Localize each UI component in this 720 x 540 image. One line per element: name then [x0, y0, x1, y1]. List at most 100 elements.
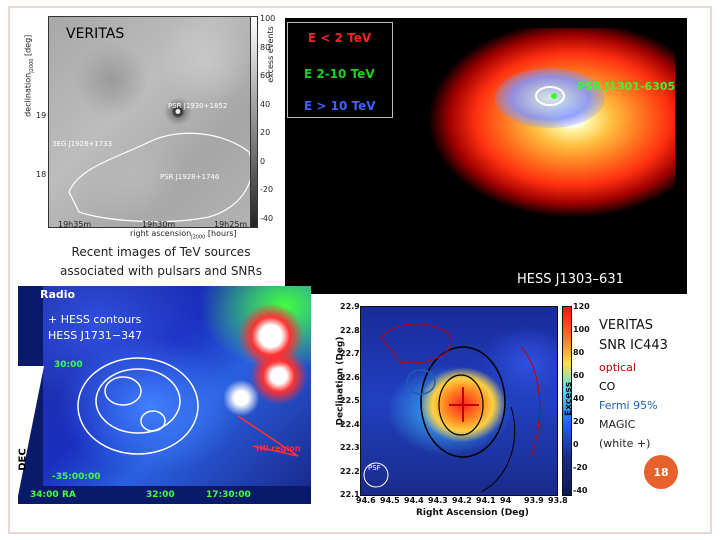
- veritas-x-tick: 19h30m: [142, 220, 176, 229]
- ic443-x-tick: 93.9: [524, 496, 544, 505]
- page-number-badge: 18: [644, 455, 678, 489]
- energy-legend-item: E < 2 TeV: [308, 31, 372, 45]
- ic443-panel: PSF 22.9 22.8 22.7 22.6 22.5 22.4 22.3 22.2 22.1…: [320, 298, 592, 520]
- hess-j1303-high-energy-blob: [495, 68, 605, 128]
- veritas-x-tick: 19h35m: [58, 220, 92, 229]
- hess-j1303-caption: HESS J1303–631: [517, 272, 624, 287]
- ic443-colorbar-label: Excess: [564, 381, 575, 417]
- ic443-y-tick: 22.2: [340, 466, 360, 476]
- slide-frame-left: [8, 6, 10, 534]
- ic443-colorbar-tick: 60: [573, 371, 585, 380]
- ic443-x-tick: 94.2: [452, 496, 472, 505]
- hess-j1303-panel: E < 2 TeV E 2-10 TeV E > 10 TeV PSR J130…: [285, 18, 687, 294]
- veritas-source-label: 3EG J1928+1733: [52, 140, 113, 148]
- pulsar-marker-icon: [535, 86, 565, 106]
- radio-y-axis-label: DEC: [18, 448, 29, 471]
- slide-caption-line: associated with pulsars and SNRs: [59, 264, 262, 278]
- ic443-colorbar: [562, 306, 572, 496]
- veritas-map-title: VERITAS: [66, 26, 125, 42]
- veritas-colorbar-tick: 0: [260, 156, 266, 166]
- hii-region-label: HII region: [256, 444, 301, 453]
- ic443-x-tick: 94.3: [428, 496, 448, 505]
- ic443-legend-item: optical: [599, 361, 636, 374]
- ic443-colorbar-tick: 40: [573, 394, 585, 403]
- ic443-legend-item: MAGIC: [599, 418, 636, 431]
- energy-legend-box: E < 2 TeV E 2-10 TeV E > 10 TeV: [287, 22, 393, 118]
- veritas-y-axis-label: declinationJ2000 [deg]: [23, 34, 35, 117]
- veritas-colorbar-tick: 100: [260, 14, 276, 23]
- ic443-x-tick: 94.6: [356, 496, 376, 505]
- ic443-x-tick: 94.5: [380, 496, 400, 505]
- ic443-y-tick: 22.4: [340, 419, 360, 429]
- ic443-colorbar-tick: -20: [573, 463, 588, 472]
- veritas-colorbar-tick: 20: [260, 128, 271, 138]
- ic443-legend-item: Fermi 95%: [599, 399, 658, 412]
- ic443-x-tick: 93.8: [548, 496, 568, 505]
- veritas-source-label: PSR J1928+1746: [160, 173, 220, 181]
- psf-label: PSF: [368, 464, 381, 472]
- radio-x-tick: 17:30:00: [206, 490, 251, 500]
- ic443-legend-item: (white +): [599, 437, 651, 450]
- ic443-legend-title-line: SNR IC443: [599, 338, 668, 353]
- ic443-y-tick: 22.9: [340, 302, 360, 311]
- ic443-legend-items: optical CO Fermi 95% MAGIC (white +): [599, 358, 658, 453]
- energy-legend-item: E > 10 TeV: [304, 99, 376, 113]
- slide-caption: Recent images of TeV sources associated …: [36, 243, 286, 281]
- hess-contours: [77, 357, 299, 457]
- ic443-colorbar-tick: 100: [573, 325, 590, 334]
- radio-x-tick: 34:00: [30, 490, 59, 500]
- slide-frame-right: [710, 6, 712, 534]
- veritas-map-panel: VERITAS declinationJ2000 [deg] 19 18 100…: [18, 10, 280, 242]
- veritas-colorbar-tick: -20: [260, 185, 274, 195]
- ic443-x-tick: 94: [500, 496, 512, 505]
- veritas-source-label: PSR J1930+1852: [168, 102, 228, 110]
- radio-band-label: Radio: [40, 288, 76, 301]
- radio-x-axis-label: RA: [62, 490, 76, 500]
- ic443-colorbar-tick: 120: [573, 302, 590, 311]
- panel-corner-cut: [18, 366, 44, 496]
- veritas-colorbar-label: excess events: [265, 26, 275, 83]
- veritas-skymap-image: [48, 16, 258, 228]
- ic443-y-tick: 22.5: [340, 396, 360, 405]
- ic443-colorbar-tick: -40: [573, 486, 588, 495]
- ic443-x-axis-label: Right Ascension (Deg): [416, 508, 529, 518]
- radio-y-tick: 30:00: [54, 360, 83, 370]
- ic443-colorbar-tick: 0: [573, 440, 579, 449]
- ic443-y-tick: 22.8: [340, 325, 360, 335]
- veritas-x-tick: 19h25m: [214, 220, 248, 229]
- veritas-colorbar-tick: 40: [260, 99, 271, 109]
- ic443-legend-title-line: VERITAS: [599, 318, 654, 333]
- veritas-x-axis-label: right ascensionJ2000 [hours]: [130, 229, 237, 241]
- energy-legend-item: E 2-10 TeV: [304, 67, 375, 81]
- ic443-y-axis-label: Declination (Deg): [335, 336, 346, 426]
- veritas-colorbar-tick: 60: [260, 71, 271, 81]
- veritas-colorbar-tick: -40: [260, 214, 274, 223]
- ic443-x-tick: 94.1: [476, 496, 496, 505]
- ic443-legend-title: VERITAS SNR IC443: [599, 316, 668, 356]
- hess-j1731-panel: Radio + HESS contours HESS J1731−347 HII…: [18, 286, 311, 504]
- pulsar-label: PSR J1301-6305: [577, 80, 676, 93]
- slide-frame-bottom: [8, 532, 712, 534]
- ic443-x-tick: 94.4: [404, 496, 424, 505]
- ic443-y-tick: 22.1: [340, 490, 360, 499]
- radio-x-tick: 32:00: [146, 490, 175, 500]
- veritas-colorbar-tick: 80: [260, 42, 271, 52]
- ic443-y-tick: 22.3: [340, 443, 360, 452]
- slide-caption-line: Recent images of TeV sources: [71, 245, 251, 259]
- slide-frame-top: [8, 6, 712, 8]
- radio-map-image: [43, 286, 311, 486]
- radio-y-tick: -35:00:00: [52, 472, 101, 482]
- ic443-legend-item: CO: [599, 380, 616, 393]
- ic443-y-tick: 22.6: [340, 372, 360, 382]
- veritas-y-tick: 18: [36, 170, 47, 179]
- overlay-legend-line: + HESS contours: [48, 313, 142, 326]
- ic443-colorbar-tick: 20: [573, 417, 585, 426]
- ic443-colorbar-tick: 80: [573, 348, 585, 357]
- veritas-y-tick: 19: [36, 111, 47, 120]
- overlay-legend: + HESS contours HESS J1731−347: [48, 312, 142, 344]
- veritas-colorbar: [250, 16, 258, 228]
- ic443-contours: [363, 323, 541, 493]
- overlay-legend-line: HESS J1731−347: [48, 329, 143, 342]
- ic443-y-tick: 22.7: [340, 349, 360, 358]
- veritas-contour: [68, 132, 253, 223]
